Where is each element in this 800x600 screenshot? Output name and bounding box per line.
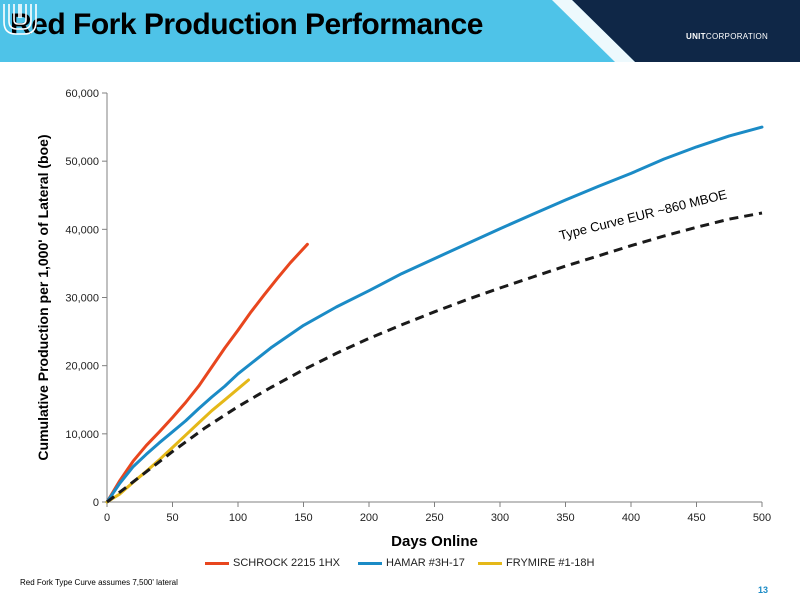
series-line-1 [105, 125, 764, 504]
chart-labels: Type Curve EUR ~860 MBOE Days Online Cumul… [35, 134, 729, 550]
x-tick-label: 100 [229, 512, 247, 524]
legend-swatch [205, 561, 229, 565]
x-tick-label: 450 [687, 512, 705, 524]
x-tick-label: 50 [166, 512, 178, 524]
x-tick-label: 200 [360, 512, 378, 524]
y-tick-label: 10,000 [65, 429, 99, 441]
x-axis-title: Days Online [391, 533, 478, 550]
legend-label: FRYMIRE #1-18H [506, 557, 595, 569]
chart-series [105, 125, 764, 504]
chart-ticks: 0 10,000 20,000 30,000 40,000 50,000 60,000 0 50… [65, 88, 771, 524]
title-banner: Red Fork Production Performance UNITCORP… [0, 0, 800, 62]
legend-swatch [478, 561, 502, 565]
y-tick-label: 30,000 [65, 293, 99, 305]
logo-wordmark-rest: CORPORATION [705, 32, 769, 41]
x-tick-label: 0 [104, 512, 110, 524]
legend-item: SCHROCK 2215 1HX [205, 556, 340, 570]
x-tick-label: 400 [622, 512, 640, 524]
banner-shapes [0, 0, 800, 62]
chart-legend: SCHROCK 2215 1HX HAMAR #3H-17 FRYMIRE #1-1… [0, 556, 800, 570]
type-curve-annotation: Type Curve EUR ~860 MBOE [558, 187, 729, 243]
legend-swatch [358, 561, 382, 565]
unit-corporation-logo-icon [3, 4, 37, 35]
series-line-0 [105, 242, 309, 504]
legend-label: HAMAR #3H-17 [386, 557, 465, 569]
series-line-type-curve [106, 211, 763, 504]
y-tick-label: 40,000 [65, 224, 99, 236]
x-tick-label: 250 [425, 512, 443, 524]
y-tick-label: 60,000 [65, 88, 99, 100]
y-tick-label: 20,000 [65, 361, 99, 373]
logo-wordmark: UNITCORPORATION [686, 32, 768, 41]
y-tick-label: 50,000 [65, 156, 99, 168]
footnote: Red Fork Type Curve assumes 7,500' later… [20, 578, 178, 587]
x-tick-label: 150 [294, 512, 312, 524]
legend-label: SCHROCK 2215 1HX [233, 557, 340, 569]
page-number: 13 [758, 585, 769, 595]
x-tick-label: 350 [556, 512, 574, 524]
production-chart: 0 10,000 20,000 30,000 40,000 50,000 60,000 0 50… [35, 88, 771, 550]
logo-wordmark-bold: UNIT [686, 32, 706, 41]
legend-item: FRYMIRE #1-18H [478, 556, 594, 570]
chart-axes [106, 93, 762, 503]
x-tick-label: 300 [491, 512, 509, 524]
legend-item: HAMAR #3H-17 [358, 556, 465, 570]
page-title: Red Fork Production Performance [10, 8, 483, 41]
y-axis-title: Cumulative Production per 1,000' of Late… [35, 134, 51, 460]
series-line-2 [105, 378, 250, 504]
x-tick-label: 500 [753, 512, 771, 524]
y-tick-label: 0 [93, 497, 99, 509]
